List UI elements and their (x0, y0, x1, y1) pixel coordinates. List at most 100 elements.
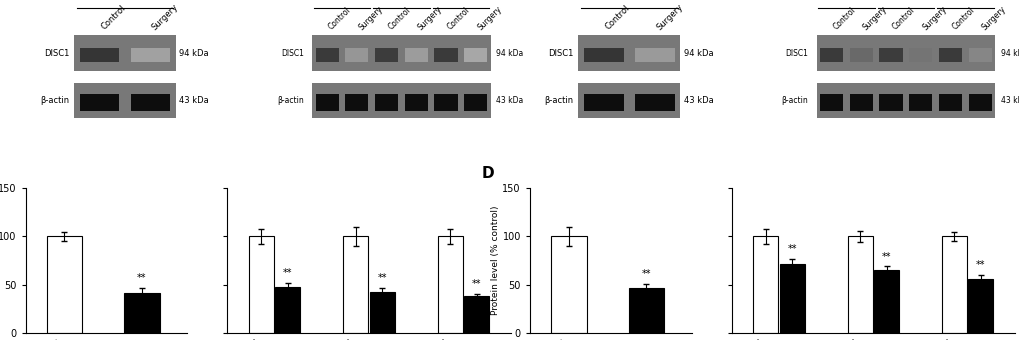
Bar (464, 48, 487, 62)
Bar (779, 264, 804, 333)
Text: Control: Control (891, 5, 916, 32)
Bar (819, 48, 843, 62)
Bar (816, 35, 995, 71)
Bar (312, 35, 490, 71)
Bar (635, 48, 675, 62)
Bar (849, 94, 872, 111)
Bar (550, 236, 586, 333)
Bar (464, 94, 487, 111)
Bar (628, 288, 663, 333)
Text: 43 kDa: 43 kDa (179, 96, 209, 105)
Text: DISC1: DISC1 (785, 49, 807, 57)
Bar (873, 270, 898, 333)
Text: Surgery: Surgery (920, 4, 948, 32)
Bar (369, 292, 394, 333)
Text: Surgery: Surgery (416, 4, 443, 32)
Bar (315, 94, 338, 111)
Text: **: ** (881, 252, 891, 261)
Bar (819, 94, 843, 111)
Bar (342, 236, 368, 333)
Bar (437, 236, 462, 333)
Bar (79, 94, 119, 111)
Text: 0h: 0h (624, 0, 634, 1)
Text: β-actin: β-actin (40, 96, 69, 105)
Bar (941, 236, 966, 333)
Text: 94 kDa: 94 kDa (179, 49, 209, 57)
Text: Surgery: Surgery (979, 4, 1007, 32)
Bar (937, 48, 961, 62)
Bar (578, 83, 680, 118)
Text: 9h: 9h (900, 0, 910, 1)
Text: 43 kDa: 43 kDa (496, 96, 523, 105)
Text: β-actin: β-actin (781, 96, 807, 105)
Bar (375, 94, 397, 111)
Text: Surgery: Surgery (475, 4, 503, 32)
Bar (74, 83, 176, 118)
Text: 94 kDa: 94 kDa (1000, 49, 1019, 57)
Bar (434, 94, 458, 111)
Bar (405, 48, 428, 62)
Bar (584, 94, 624, 111)
Text: 6h: 6h (841, 0, 851, 1)
Text: Surgery: Surgery (357, 4, 384, 32)
Text: Control: Control (830, 5, 857, 32)
Text: 43 kDa: 43 kDa (1000, 96, 1019, 105)
Bar (635, 94, 675, 111)
Bar (315, 48, 338, 62)
Bar (47, 236, 83, 333)
Bar (464, 296, 488, 333)
Bar (130, 48, 170, 62)
Text: 24h: 24h (957, 0, 972, 1)
Text: Control: Control (603, 4, 631, 32)
Text: **: ** (787, 244, 796, 254)
Bar (578, 35, 680, 71)
Bar (345, 48, 368, 62)
Bar (345, 94, 368, 111)
Text: 9h: 9h (396, 0, 406, 1)
Bar (79, 48, 119, 62)
Bar (434, 48, 458, 62)
Bar (312, 83, 490, 118)
Bar (752, 236, 777, 333)
Text: Control: Control (445, 5, 472, 32)
Bar (968, 48, 990, 62)
Bar (968, 94, 990, 111)
Bar (249, 236, 273, 333)
Bar (937, 94, 961, 111)
Text: DISC1: DISC1 (280, 49, 304, 57)
Text: 24h: 24h (453, 0, 468, 1)
Text: 6h: 6h (337, 0, 346, 1)
Bar (584, 48, 624, 62)
Y-axis label: Protein level (% control): Protein level (% control) (490, 206, 499, 316)
Text: Control: Control (386, 5, 413, 32)
Text: β-actin: β-actin (544, 96, 573, 105)
Bar (130, 94, 170, 111)
Bar (275, 287, 300, 333)
Text: Control: Control (327, 5, 353, 32)
Bar (405, 94, 428, 111)
Bar (816, 83, 995, 118)
Text: **: ** (641, 269, 650, 279)
Text: Control: Control (100, 4, 127, 32)
Text: 94 kDa: 94 kDa (496, 49, 523, 57)
Text: **: ** (283, 268, 292, 278)
Bar (908, 48, 931, 62)
Text: β-actin: β-actin (277, 96, 304, 105)
Text: 0h: 0h (119, 0, 130, 1)
Bar (74, 35, 176, 71)
Bar (967, 279, 993, 333)
Text: Surgery: Surgery (654, 2, 684, 32)
Text: 94 kDa: 94 kDa (683, 49, 712, 57)
Text: Control: Control (950, 5, 975, 32)
Bar (847, 236, 871, 333)
Text: D: D (481, 166, 493, 181)
Bar (878, 48, 902, 62)
Text: **: ** (975, 260, 984, 270)
Text: Surgery: Surgery (151, 2, 180, 32)
Text: **: ** (377, 273, 386, 283)
Text: **: ** (138, 273, 147, 283)
Bar (878, 94, 902, 111)
Bar (124, 292, 160, 333)
Text: **: ** (472, 279, 481, 289)
Text: DISC1: DISC1 (547, 49, 573, 57)
